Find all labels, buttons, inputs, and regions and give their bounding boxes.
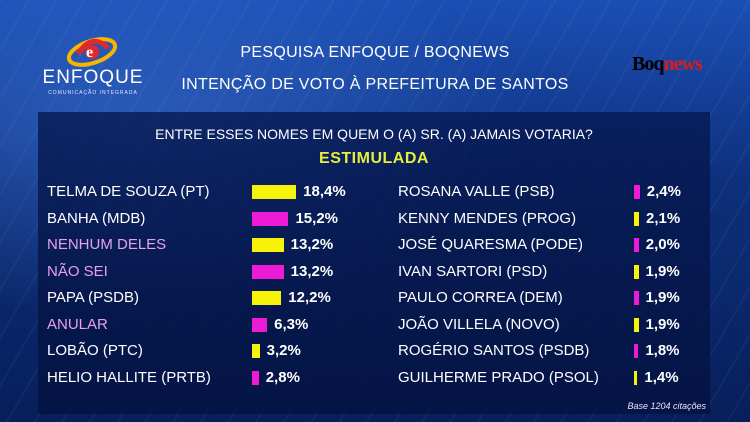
brand-part-boq: Boq [632, 53, 664, 75]
bar [634, 211, 640, 226]
bar [634, 185, 640, 199]
chart-row: IVAN SARTORI (PSD) 1,9% [0, 260, 750, 284]
value-label: 15,2% [295, 209, 339, 227]
category-label: JOÃO VILLELA (NOVO) [398, 315, 560, 333]
enfoque-logo-icon: e [66, 37, 118, 67]
chart-row: HELIO HALLITE (PRTB) 2,8% [0, 366, 750, 390]
category-label: JOSÉ QUARESMA (PODE) [398, 236, 584, 253]
value-label: 2,0% [645, 236, 680, 253]
chart-row: ROGÉRIO SANTOS (PSDB) 1,8% [0, 339, 750, 363]
category-label: TELMA DE SOUZA (PT) [47, 183, 210, 200]
value-label: 3,2% [266, 342, 301, 359]
brand-part-news: news [663, 53, 702, 75]
value-label: 2,8% [265, 368, 300, 386]
chart-row: TELMA DE SOUZA (PT) 18,4% [0, 180, 750, 204]
bar [252, 185, 297, 199]
bar [252, 238, 284, 252]
value-label: 12,2% [288, 289, 331, 306]
category-label: BANHA (MDB) [47, 209, 146, 227]
bar [634, 344, 639, 358]
bar [252, 370, 259, 385]
enfoque-logo: e ENFOQUE COMUNICAÇÃO INTEGRADA [38, 34, 148, 104]
category-label: PAPA (PSDB) [47, 289, 139, 306]
category-label: KENNY MENDES (PROG) [398, 209, 577, 227]
chart-row: BANHA (MDB) 15,2% [0, 207, 750, 231]
category-label: HELIO HALLITE (PRTB) [47, 368, 211, 386]
value-label: 13,2% [290, 262, 334, 280]
value-label: 6,3% [274, 315, 309, 333]
value-label: 1,9% [645, 315, 680, 333]
category-label: ANULAR [47, 315, 108, 333]
bar [634, 317, 639, 332]
value-label: 1,9% [645, 289, 680, 306]
chart-row: JOÃO VILLELA (NOVO) 1,9% [0, 313, 750, 337]
value-label: 2,4% [646, 183, 681, 200]
bar [252, 264, 284, 279]
value-label: 13,2% [290, 236, 334, 253]
chart-row: LOBÃO (PTC) 3,2% [0, 339, 750, 363]
category-label: ROGÉRIO SANTOS (PSDB) [398, 342, 590, 359]
page-subtitle: INTENÇÃO DE VOTO À PREFEITURA DE SANTOS [181, 76, 569, 93]
logo-name: ENFOQUE [42, 67, 144, 88]
chart-row: KENNY MENDES (PROG) 2,1% [0, 207, 750, 231]
bar [252, 344, 260, 358]
value-label: 1,9% [645, 262, 680, 280]
chart-row: JOSÉ QUARESMA (PODE) 2,0% [0, 233, 750, 257]
category-label: IVAN SARTORI (PSD) [398, 262, 548, 280]
category-label: GUILHERME PRADO (PSOL) [398, 368, 599, 386]
chart-row: ANULAR 6,3% [0, 313, 750, 337]
chart-row: ROSANA VALLE (PSB) 2,4% [0, 180, 750, 204]
bar [634, 370, 638, 385]
value-label: 18,4% [303, 183, 346, 200]
bar [252, 211, 289, 226]
value-label: 2,1% [646, 209, 681, 227]
chart-row: PAULO CORREA (DEM) 1,9% [0, 286, 750, 310]
logo-tagline: COMUNICAÇÃO INTEGRADA [48, 90, 138, 96]
bar [634, 291, 639, 305]
bar [252, 291, 282, 305]
value-label: 1,8% [645, 342, 680, 359]
chart-footnote: Base 1204 citações [627, 401, 706, 411]
category-label: ROSANA VALLE (PSB) [398, 183, 555, 200]
category-label: NENHUM DELES [47, 236, 167, 253]
category-label: PAULO CORREA (DEM) [398, 289, 563, 306]
bar [252, 317, 268, 332]
category-label: LOBÃO (PTC) [47, 342, 143, 359]
page-title: PESQUISA ENFOQUE / BOQNEWS [240, 44, 510, 61]
chart-row: PAPA (PSDB) 12,2% [0, 286, 750, 310]
category-label: NÃO SEI [47, 262, 108, 280]
value-label: 1,4% [644, 368, 679, 386]
chart-row: NENHUM DELES 13,2% [0, 233, 750, 257]
chart-row: GUILHERME PRADO (PSOL) 1,4% [0, 366, 750, 390]
bar [634, 264, 639, 279]
chart-question: ENTRE ESSES NOMES EM QUEM O (A) SR. (A) … [155, 126, 593, 142]
boqnews-logo: Boqnews [632, 53, 712, 77]
chart-panel [38, 112, 710, 414]
bar [634, 238, 639, 252]
chart-row: NÃO SEI 13,2% [0, 260, 750, 284]
svg-text:e: e [86, 44, 93, 61]
chart-subtitle: ESTIMULADA [319, 150, 429, 167]
